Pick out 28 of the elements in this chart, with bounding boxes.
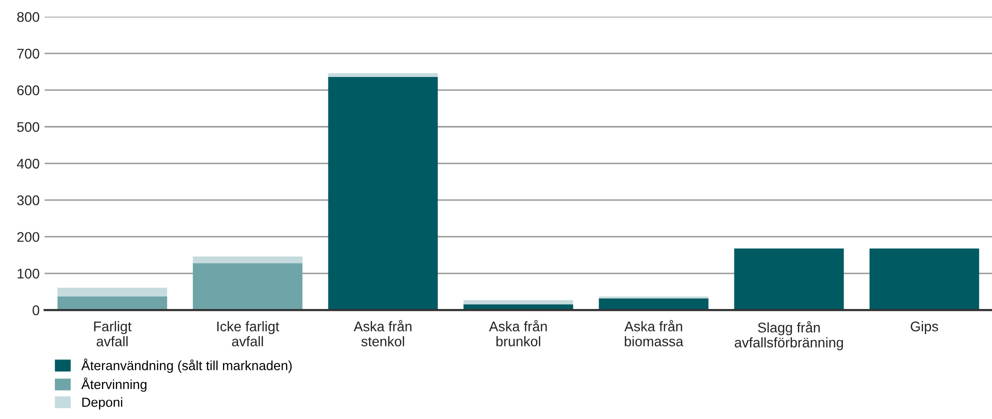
x-tick-label: Aska från stenkol xyxy=(354,320,412,346)
y-tick-label: 200 xyxy=(17,232,40,242)
bar xyxy=(870,248,980,310)
y-tick-label: 300 xyxy=(17,195,40,206)
bar xyxy=(328,76,438,310)
legend-label: Deponi xyxy=(82,397,122,410)
bar xyxy=(57,288,168,296)
y-tick-label: 800 xyxy=(17,12,40,22)
x-tick-label: Gips xyxy=(910,321,938,334)
bar xyxy=(192,263,302,310)
bar xyxy=(734,248,844,310)
bar xyxy=(57,296,168,310)
y-tick-label: 700 xyxy=(17,48,40,59)
y-tick-label: 500 xyxy=(17,122,40,132)
bar xyxy=(328,73,438,77)
x-tick-label: Farligt avfall xyxy=(94,321,132,346)
legend-label: Återvinning xyxy=(81,377,146,392)
x-tick-label: Icke farligt avfall xyxy=(217,321,280,346)
legend-label: Återanvändning (sålt till marknaden) xyxy=(81,358,292,373)
x-tick-label: Aska från brunkol xyxy=(489,320,547,346)
bar xyxy=(464,300,574,304)
bar xyxy=(192,256,302,264)
y-tick-label: 0 xyxy=(32,305,40,316)
y-tick-label: 100 xyxy=(18,268,40,279)
y-tick-label: 400 xyxy=(16,158,40,169)
x-tick-label: Slagg från avfallsförbränning xyxy=(734,321,843,350)
x-tick-label: Aska från biomassa xyxy=(624,320,684,346)
y-tick-label: 600 xyxy=(17,85,40,96)
